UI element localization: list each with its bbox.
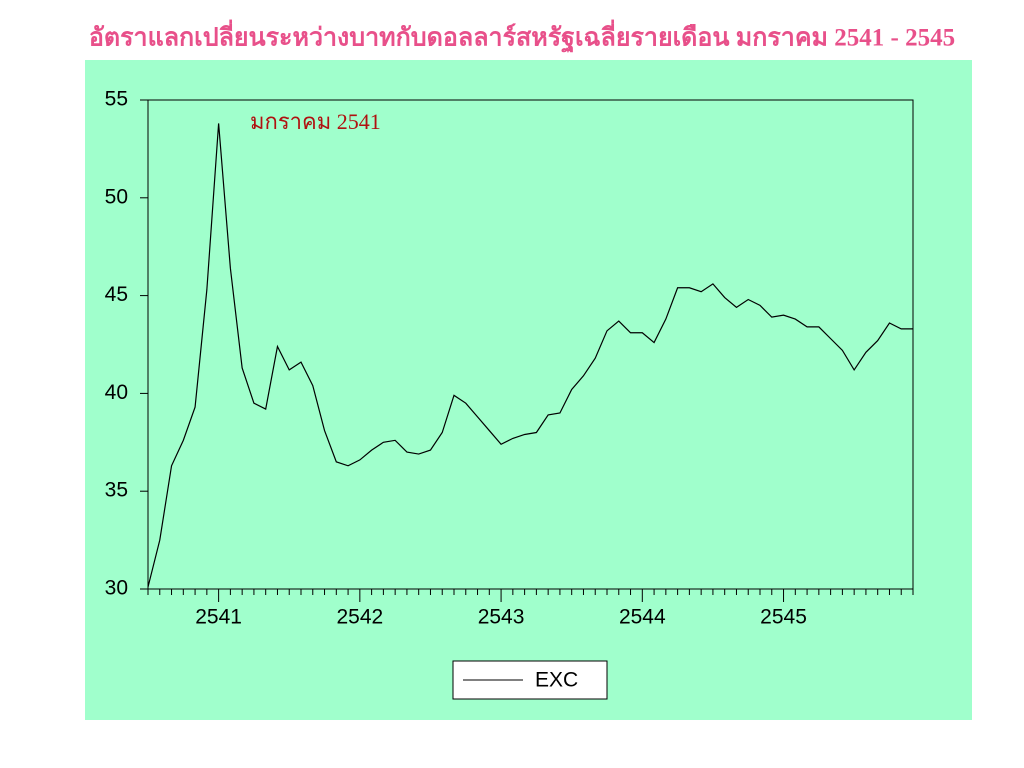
chart-title: อัตราแลกเปลี่ยนระหว่างบาทกับดอลลาร์สหรัฐ… — [89, 20, 955, 54]
annotation: มกราคม 2541 — [250, 109, 381, 134]
x-tick-label: 2545 — [760, 606, 807, 629]
legend-label: EXC — [535, 669, 578, 692]
x-tick-label: 2543 — [478, 606, 525, 629]
chart-panel — [85, 60, 972, 720]
y-tick-label: 30 — [105, 577, 128, 600]
plot-frame — [147, 99, 914, 590]
y-tick-label: 45 — [105, 283, 128, 306]
x-tick-label: 2542 — [336, 606, 383, 629]
y-tick-label: 55 — [105, 88, 128, 111]
y-tick-label: 35 — [105, 479, 128, 502]
x-tick-label: 2544 — [619, 606, 666, 629]
y-tick-label: 50 — [105, 185, 128, 208]
x-tick-label: 2541 — [195, 606, 242, 629]
data-line — [147, 123, 913, 588]
y-tick-label: 40 — [105, 381, 128, 404]
